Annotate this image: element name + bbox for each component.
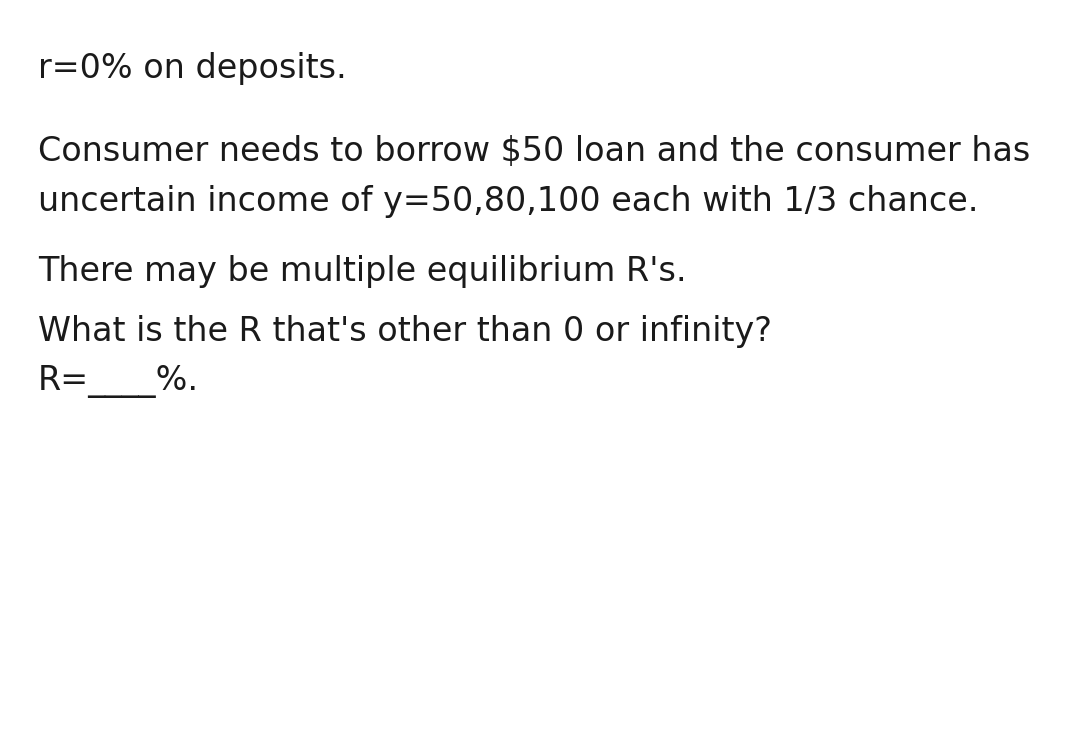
Text: There may be multiple equilibrium R's.: There may be multiple equilibrium R's.	[38, 255, 687, 288]
Text: uncertain income of y=50,80,100 each with 1/3 chance.: uncertain income of y=50,80,100 each wit…	[38, 185, 978, 218]
Text: Consumer needs to borrow $50 loan and the consumer has: Consumer needs to borrow $50 loan and th…	[38, 135, 1030, 168]
Text: r=0% on deposits.: r=0% on deposits.	[38, 52, 347, 85]
Text: What is the R that's other than 0 or infinity?: What is the R that's other than 0 or inf…	[38, 315, 772, 348]
Text: R=____%.: R=____%.	[38, 365, 199, 398]
